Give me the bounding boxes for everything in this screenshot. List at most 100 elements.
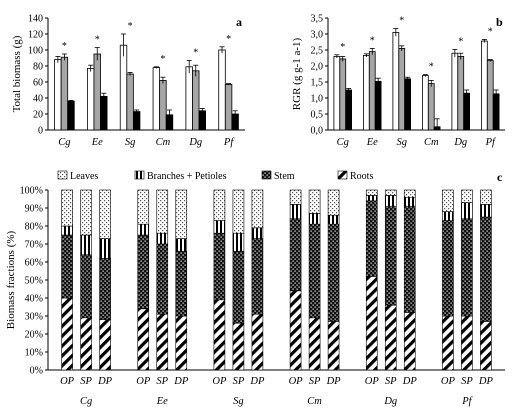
stacked-segment [461,202,473,220]
bar [126,73,134,131]
stacked-segment [137,234,150,310]
legend-label: Stem [274,171,295,182]
stacked-segment [251,238,264,315]
stacked-segment [403,196,416,207]
bar [457,56,465,131]
stacked-segment [289,189,302,205]
y-axis-label: RGR (g g-1 a-1) [291,37,303,110]
y-tick-label: 0,0 [311,126,324,137]
legend-swatch [337,170,348,180]
bar [486,60,494,131]
significance-star: * [488,26,493,37]
stacked-segment [442,220,454,317]
stacked-segment [213,220,226,234]
stacked-segment [365,276,378,371]
y-tick-label: 120 [28,30,43,41]
significance-star: * [128,21,133,32]
y-tick-label: 100 [28,46,43,57]
y-tick-label: 50% [25,276,43,287]
x-category-label: Pf [485,137,497,148]
x-category-label: Ee [91,137,103,148]
y-tick-label: 30% [25,312,43,323]
bar [87,68,95,131]
stacked-segment [480,216,492,322]
y-tick-label: 20 [33,110,43,121]
y-tick-label: 0 [38,126,43,137]
y-tick-label: 70% [25,240,43,251]
bar [374,80,382,131]
stacked-segment [327,214,340,225]
y-tick-label: 1,5 [311,78,324,89]
stacked-segment [442,315,454,371]
y-tick-label: 60 [33,78,43,89]
stacked-segment [251,227,264,239]
x-subcategory-label: SP [233,376,245,387]
bar [427,83,435,131]
bar [218,49,226,131]
panel-letter: c [497,170,503,184]
y-tick-label: 3,5 [311,14,324,25]
y-tick-label: 140 [28,14,43,25]
stacked-segment [175,238,188,252]
x-subcategory-label: OP [441,376,456,387]
stacked-segment [461,189,473,203]
stacked-segment [384,304,397,371]
stacked-segment [365,195,378,202]
stacked-segment [175,189,188,239]
stacked-segment [99,319,111,371]
legend-swatch [134,170,145,180]
x-subcategory-label: OP [365,376,380,387]
bar [339,58,347,131]
stacked-segment [61,189,73,227]
bar [345,89,353,131]
legend-label: Leaves [70,171,98,182]
x-subcategory-label: SP [309,376,321,387]
stacked-segment [308,317,321,371]
stacked-segment [308,189,321,214]
stacked-segment [156,232,169,245]
stacked-segment [156,313,169,371]
bar [421,75,429,131]
x-category-label: Cm [424,137,439,148]
significance-star: * [193,47,198,58]
bar [54,59,62,131]
legend-swatch [261,170,272,180]
y-tick-label: 2,0 [311,62,324,73]
stacked-segment [61,297,73,371]
y-tick-label: 0% [30,366,43,377]
stacked-segment [442,189,454,212]
bar [100,96,108,131]
y-tick-label: 1,0 [311,94,324,105]
x-category-label: Dg [383,396,397,407]
stacked-segment [213,189,226,221]
panel-b-rgr: 0,0 0,5 1,0 1,5 2,0 2,5 3,0 3,5 RGR (g g-1 a-1) b… [291,14,505,148]
x-category-label: Cg [80,396,92,407]
stacked-segment [289,290,302,371]
legend-swatch [57,170,68,180]
stacked-segment [461,315,473,371]
x-category-label: Sg [125,137,136,148]
bar [198,110,207,131]
stacked-segment [80,317,92,371]
stacked-segment [251,313,264,371]
stacked-segment [232,232,245,252]
x-subcategory-label: DP [173,376,189,387]
stacked-segment [403,205,416,313]
y-axis-label: Total biomass (g) [11,35,23,112]
x-subcategory-label: OP [136,376,151,387]
x-category-label: Dg [188,137,202,148]
bar [119,44,128,131]
x-category-label: Ee [156,396,168,407]
stacked-segment [289,204,302,220]
panel-a-total-biomass: 0 20 40 60 80 100 120 140 Total biomass (g) a * Cg *… [11,14,245,148]
bar [392,32,400,131]
stacked-segment [403,312,416,371]
y-tick-label: 3,0 [311,30,324,41]
panel-c-biomass-fractions: 0% 10% 20% 30% 40% 50% 60% 70% 80% 90% 100% Biomass… [5,170,505,407]
stacked-segment [384,195,397,207]
x-subcategory-label: SP [385,376,397,387]
bar [451,52,459,131]
bar [159,80,167,131]
stacked-segment [99,238,111,259]
